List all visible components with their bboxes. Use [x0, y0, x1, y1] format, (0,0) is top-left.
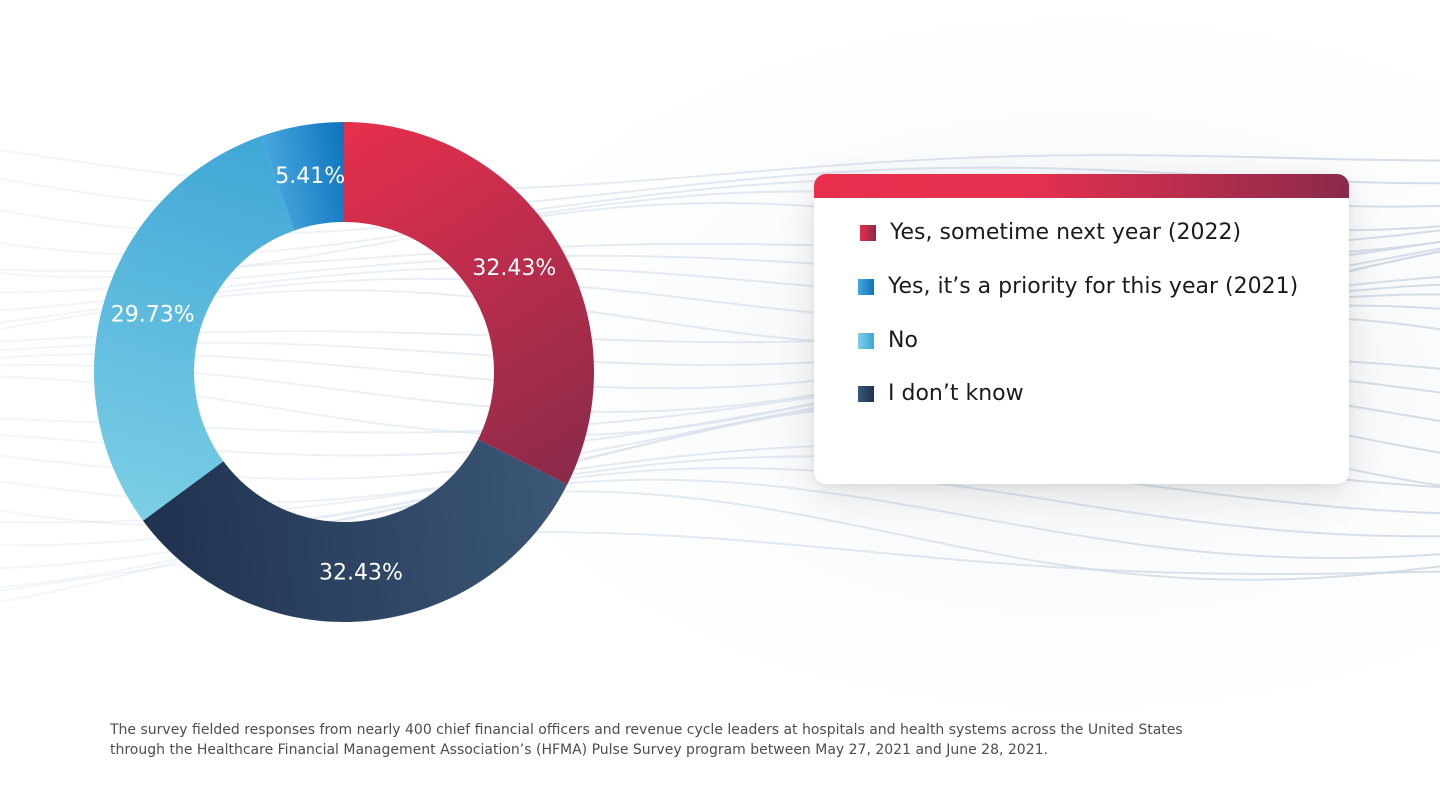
- legend-label-dont-know: I don’t know: [888, 381, 1024, 406]
- footnote-line-1: The survey fielded responses from nearly…: [110, 722, 1183, 738]
- legend-list: Yes, sometime next year (2022) Yes, it’s…: [814, 174, 1349, 484]
- legend-header-bar: [814, 174, 1349, 198]
- slice-label-no: 29.73%: [111, 303, 195, 328]
- legend-item-yes-2021: Yes, it’s a priority for this year (2021…: [858, 274, 1298, 299]
- slice-label-yes2022: 32.43%: [472, 256, 556, 281]
- donut-slice-dontknow: [143, 439, 568, 622]
- legend-item-dont-know: I don’t know: [858, 381, 1024, 406]
- legend-label-yes-2021: Yes, it’s a priority for this year (2021…: [888, 274, 1299, 299]
- legend-card: Yes, sometime next year (2022) Yes, it’s…: [814, 174, 1349, 484]
- donut-slice-no: [93, 136, 294, 521]
- donut-chart: 32.43% 32.43% 29.73% 5.41%: [93, 122, 594, 622]
- donut-slice-yes2021: [260, 122, 344, 231]
- slice-label-dontknow: 32.43%: [319, 560, 403, 585]
- legend-label-no: No: [888, 328, 918, 353]
- legend-swatch-yes-2021: [858, 278, 874, 295]
- footnote-line-2: through the Healthcare Financial Managem…: [110, 742, 1048, 758]
- legend-swatch-yes-2022: [860, 224, 876, 241]
- survey-footnote: The survey fielded responses from nearly…: [110, 720, 1350, 760]
- legend-swatch-no: [858, 332, 874, 349]
- donut-slice-yes2022: [344, 122, 594, 485]
- legend-label-yes-2022: Yes, sometime next year (2022): [890, 220, 1242, 245]
- legend-item-no: No: [858, 328, 918, 353]
- legend-item-yes-2022: Yes, sometime next year (2022): [858, 220, 1241, 245]
- legend-swatch-dont-know: [858, 385, 874, 402]
- slice-label-yes2021: 5.41%: [275, 164, 345, 189]
